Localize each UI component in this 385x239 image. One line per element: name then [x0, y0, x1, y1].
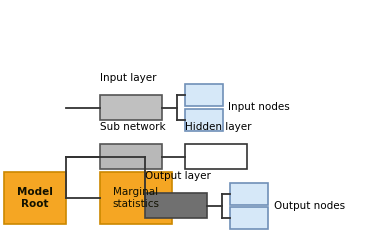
Text: Marginal
statistics: Marginal statistics — [112, 187, 159, 209]
Bar — [185, 144, 247, 169]
Text: Sub network: Sub network — [100, 122, 166, 132]
Bar — [230, 207, 268, 229]
Bar — [145, 193, 207, 218]
Text: Input layer: Input layer — [100, 73, 156, 83]
Text: Model
Root: Model Root — [17, 187, 53, 209]
Text: Hidden layer: Hidden layer — [185, 122, 251, 132]
Bar — [100, 172, 172, 224]
Text: Input nodes: Input nodes — [228, 102, 290, 112]
Bar — [230, 183, 268, 205]
Bar — [4, 172, 66, 224]
Bar — [100, 95, 162, 120]
Text: Output nodes: Output nodes — [274, 201, 345, 211]
Bar — [185, 84, 223, 106]
Bar — [100, 144, 162, 169]
Bar — [185, 109, 223, 131]
Text: Output layer: Output layer — [145, 171, 211, 181]
